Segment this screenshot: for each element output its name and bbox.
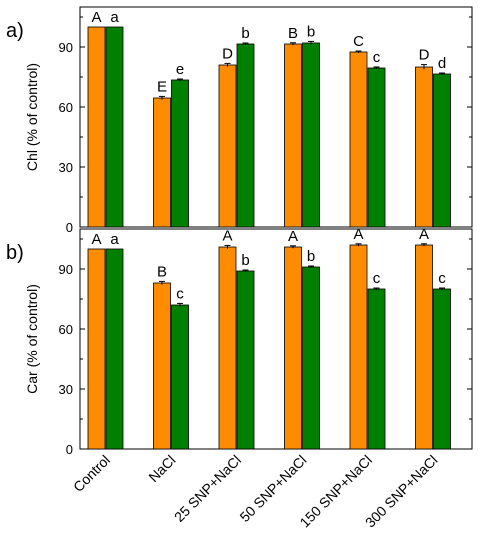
bar-orange	[87, 248, 106, 450]
y-axis-title: Chl (% of control)	[24, 63, 40, 171]
significance-letter: c	[373, 49, 381, 66]
panel-label: a)	[6, 20, 24, 42]
significance-letter: b	[241, 252, 249, 269]
bar-orange	[218, 64, 237, 228]
significance-letter: E	[157, 78, 167, 95]
significance-letter: a	[110, 231, 119, 248]
significance-letter: d	[438, 55, 446, 72]
y-tick-label: 60	[59, 322, 73, 337]
y-tick-label: 30	[59, 382, 73, 397]
category-label: NaCl	[145, 452, 178, 485]
category-label: Control	[70, 452, 113, 495]
plot-frame	[79, 228, 473, 450]
significance-letter: A	[91, 9, 101, 26]
significance-letter: A	[353, 226, 363, 243]
bar-orange	[218, 246, 237, 450]
significance-letter: a	[110, 9, 119, 26]
bar-orange	[415, 244, 433, 450]
significance-letter: D	[419, 47, 430, 64]
significance-letter: A	[288, 228, 298, 245]
bar-green	[433, 288, 451, 450]
bar-green	[433, 73, 451, 228]
bar-orange	[349, 51, 368, 228]
bar-green	[105, 248, 124, 450]
bar-green	[105, 26, 124, 228]
significance-letter: b	[241, 25, 249, 42]
bar-green	[367, 288, 386, 450]
significance-letter: C	[353, 33, 364, 50]
significance-letter: c	[176, 285, 184, 302]
bar-orange	[415, 66, 433, 228]
significance-letter: b	[307, 248, 315, 265]
bar-orange	[284, 246, 302, 450]
significance-letter: B	[288, 25, 298, 42]
significance-letter: A	[91, 231, 101, 248]
y-tick-label: 0	[66, 220, 73, 235]
bar-green	[236, 43, 255, 228]
significance-letter: c	[373, 270, 381, 287]
significance-letter: b	[307, 23, 315, 40]
bar-green	[171, 304, 189, 450]
panel-label: b)	[6, 242, 24, 264]
y-tick-label: 30	[59, 160, 73, 175]
significance-letter: A	[419, 226, 429, 243]
y-tick-label: 0	[66, 442, 73, 457]
bar-orange	[349, 244, 368, 450]
significance-letter: B	[157, 263, 167, 280]
bar-green	[367, 67, 386, 228]
significance-letter: D	[222, 45, 233, 62]
y-axis-title: Car (% of control)	[24, 284, 40, 394]
y-tick-label: 90	[59, 262, 73, 277]
bar-green	[236, 270, 255, 450]
y-tick-label: 60	[59, 100, 73, 115]
category-label: 25 SNP+NaCl	[171, 452, 244, 525]
y-tick-label: 90	[59, 40, 73, 55]
bar-green	[171, 79, 189, 228]
bar-orange	[284, 43, 302, 228]
plot-frame	[79, 6, 473, 228]
category-label: 50 SNP+NaCl	[236, 452, 309, 525]
bar-orange	[87, 26, 106, 228]
bar-green	[302, 266, 320, 450]
bar-green	[302, 42, 320, 228]
bar-orange	[153, 282, 171, 450]
significance-letter: e	[176, 61, 184, 78]
significance-letter: A	[222, 227, 232, 244]
significance-letter: c	[438, 270, 446, 287]
bar-orange	[153, 97, 171, 228]
